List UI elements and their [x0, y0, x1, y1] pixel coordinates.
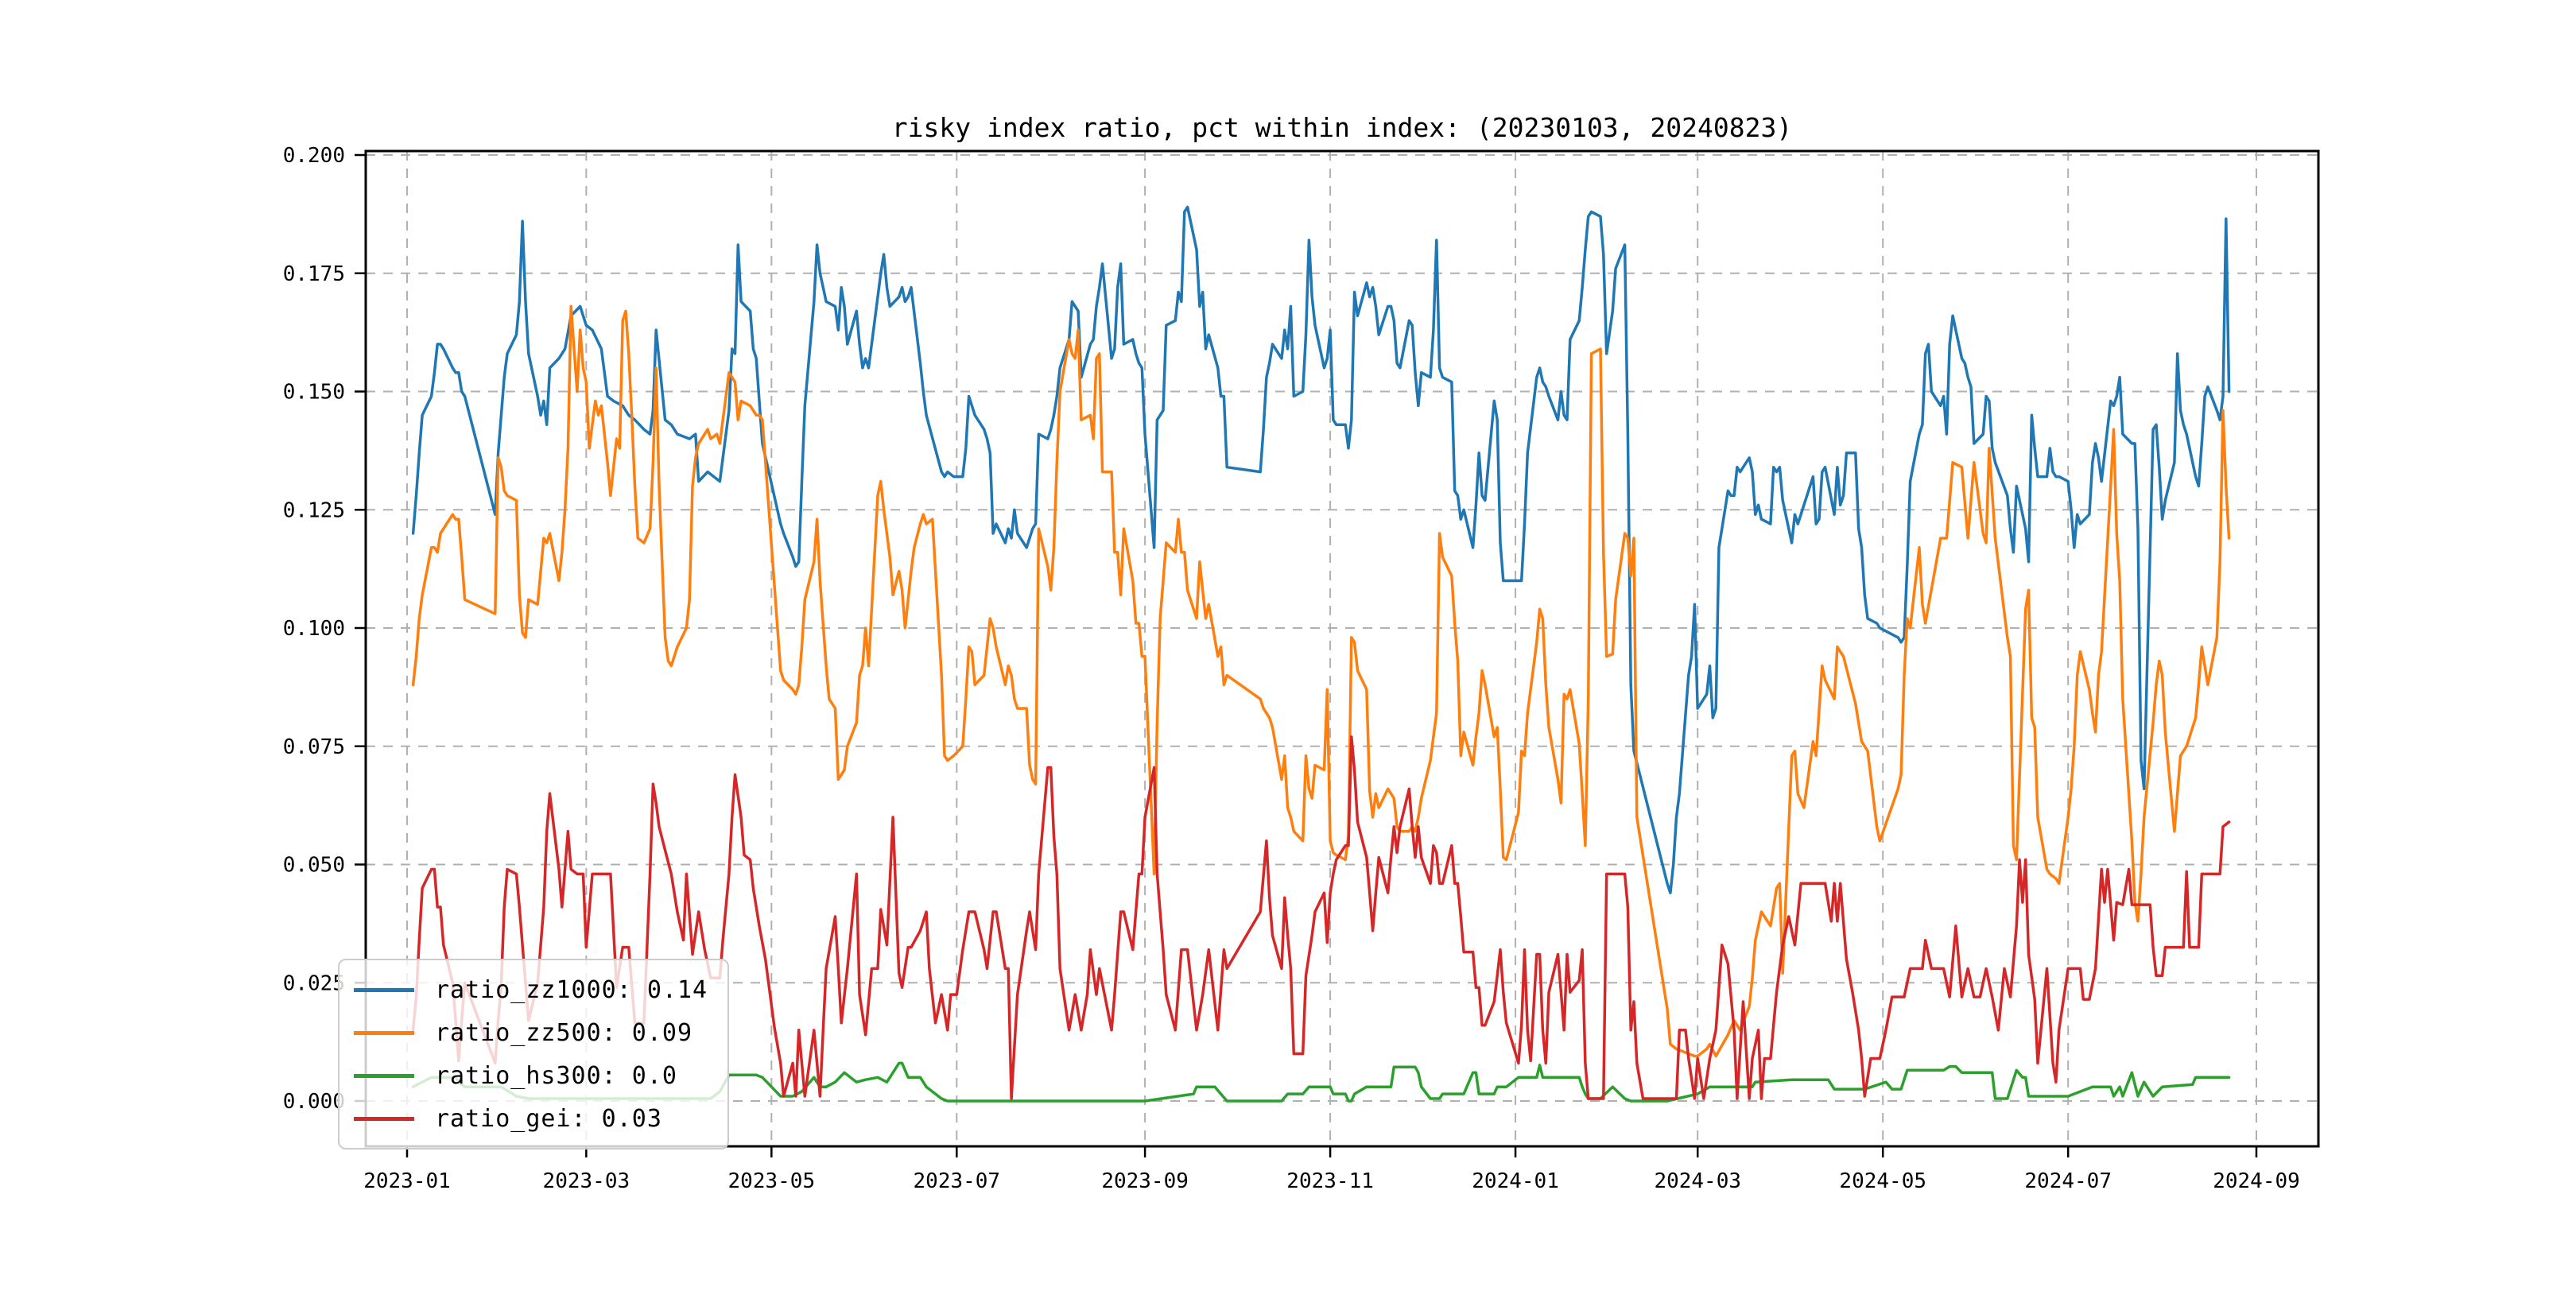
- ytick-label-0.175: 0.175: [283, 262, 345, 286]
- legend-item-zz500: ratio_zz500: 0.09: [354, 1019, 713, 1047]
- series-lines: [411, 205, 2231, 1103]
- ytick-label-0.075: 0.075: [283, 735, 345, 759]
- xtick-label-2023-05: 2023-05: [728, 1169, 816, 1193]
- legend-item-gei: ratio_gei: 0.03: [354, 1105, 713, 1133]
- legend-label-zz1000: ratio_zz1000: 0.14: [435, 975, 708, 1004]
- legend-label-hs300: ratio_hs300: 0.0: [435, 1061, 677, 1090]
- xtick-label-2024-05: 2024-05: [1839, 1169, 1926, 1193]
- legend-swatch-zz1000: [354, 987, 414, 992]
- ytick-label-0.200: 0.200: [283, 144, 345, 168]
- xtick-label-2023-01: 2023-01: [363, 1169, 451, 1193]
- gridlines: [366, 151, 2318, 1146]
- xtick-label-2023-09: 2023-09: [1101, 1169, 1189, 1193]
- xtick-label-2023-07: 2023-07: [914, 1169, 1001, 1193]
- legend-label-zz500: ratio_zz500: 0.09: [435, 1018, 693, 1047]
- legend-item-hs300: ratio_hs300: 0.0: [354, 1062, 713, 1090]
- legend: ratio_zz1000: 0.14 ratio_zz500: 0.09 rat…: [338, 959, 729, 1149]
- legend-item-zz1000: ratio_zz1000: 0.14: [354, 976, 713, 1004]
- legend-swatch-gei: [354, 1116, 414, 1121]
- ytick-label-0.000: 0.000: [283, 1090, 345, 1114]
- axis-ticks: [355, 153, 2258, 1157]
- xtick-label-2024-07: 2024-07: [2024, 1169, 2112, 1193]
- xtick-label-2023-11: 2023-11: [1286, 1169, 1374, 1193]
- ytick-label-0.050: 0.050: [283, 854, 345, 878]
- xtick-label-2023-03: 2023-03: [543, 1169, 630, 1193]
- ytick-label-0.125: 0.125: [283, 498, 345, 522]
- ytick-label-0.025: 0.025: [283, 971, 345, 995]
- plot-border: [364, 149, 2320, 1148]
- axis-tick-labels: 0.000 0.025 0.050 0.075 0.100 0.125 0.150 0.175…: [283, 144, 2300, 1193]
- legend-label-gei: ratio_gei: 0.03: [435, 1104, 662, 1133]
- legend-swatch-hs300: [354, 1073, 414, 1078]
- xtick-label-2024-09: 2024-09: [2213, 1169, 2300, 1193]
- legend-swatch-zz500: [354, 1030, 414, 1035]
- ytick-label-0.150: 0.150: [283, 381, 345, 405]
- chart-title: risky index ratio, pct within index: (20…: [892, 112, 1792, 143]
- ytick-label-0.100: 0.100: [283, 617, 345, 641]
- xtick-label-2024-03: 2024-03: [1654, 1169, 1741, 1193]
- series-line-ratio_zz1000: [411, 205, 2231, 894]
- series-line-ratio_zz500: [411, 304, 2231, 1058]
- xtick-label-2024-01: 2024-01: [1472, 1169, 1559, 1193]
